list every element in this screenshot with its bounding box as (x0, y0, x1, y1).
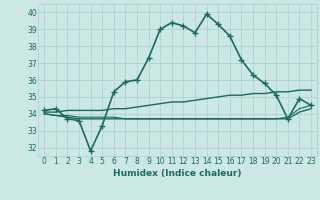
X-axis label: Humidex (Indice chaleur): Humidex (Indice chaleur) (113, 169, 242, 178)
